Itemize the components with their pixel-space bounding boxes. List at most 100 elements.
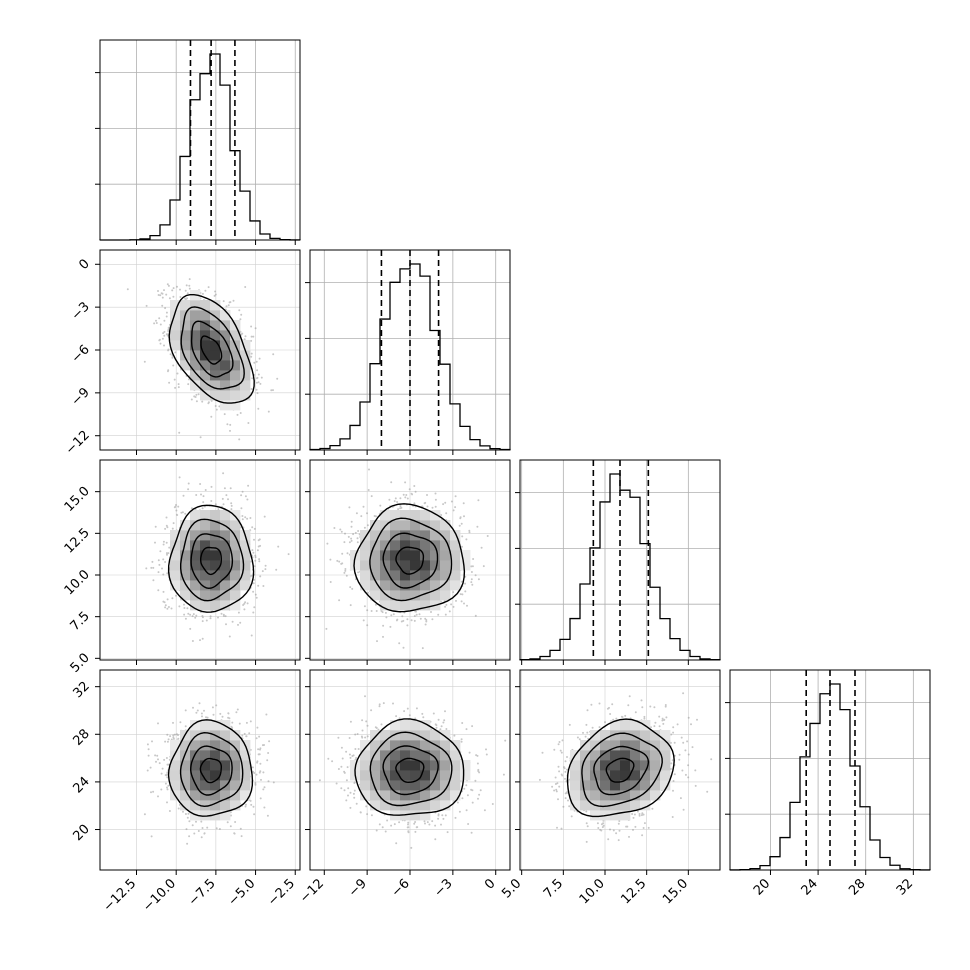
contour-line — [369, 731, 453, 807]
density-cell — [410, 720, 421, 731]
density-cell — [650, 770, 661, 781]
density-cell — [400, 790, 411, 801]
density-cell — [450, 540, 461, 551]
density-cell — [200, 750, 211, 761]
density-cell — [370, 570, 381, 581]
density-cell — [390, 560, 401, 571]
density-cell — [440, 790, 451, 801]
density-cell — [240, 550, 251, 561]
density-cell — [200, 340, 211, 351]
contour-line — [189, 745, 233, 796]
density-cell — [220, 770, 231, 781]
density-cell — [200, 760, 211, 771]
density-cell — [440, 590, 451, 601]
density-cell — [220, 570, 231, 581]
density-cell — [380, 590, 391, 601]
density-cell — [200, 560, 211, 571]
density-cell — [630, 750, 641, 761]
density-cell — [220, 760, 231, 771]
x-tick-label: −9 — [346, 876, 370, 900]
density-cell — [570, 760, 581, 771]
density-cell — [400, 780, 411, 791]
contour-line — [199, 757, 222, 784]
panel-frame — [99, 39, 301, 241]
density-cell — [650, 730, 661, 741]
panel-frame — [99, 669, 301, 871]
panel-frame — [519, 459, 721, 661]
density-cell — [200, 720, 211, 731]
density-region — [310, 670, 510, 870]
density-cell — [610, 750, 621, 761]
density-cell — [170, 760, 181, 771]
x-tick-label: 12.5 — [618, 876, 649, 907]
density-cell — [360, 540, 371, 551]
histogram-step — [309, 263, 511, 451]
density-cell — [180, 570, 191, 581]
density-cell — [230, 760, 241, 771]
density-cell — [210, 560, 221, 571]
density-cell — [370, 740, 381, 751]
density-cell — [200, 390, 211, 401]
contour-line — [605, 757, 635, 783]
density-cell — [210, 570, 221, 581]
contour-line — [190, 533, 234, 590]
y-tick-label: −9 — [69, 385, 93, 409]
density-cell — [240, 580, 251, 591]
density-cell — [190, 790, 201, 801]
density-cell — [370, 560, 381, 571]
density-cell — [220, 380, 231, 391]
density-cell — [180, 800, 191, 811]
density-cell — [370, 760, 381, 771]
contour-line — [190, 320, 234, 378]
density-cell — [220, 310, 231, 321]
density-cell — [190, 310, 201, 321]
density-cell — [170, 750, 181, 761]
density-cell — [230, 590, 241, 601]
density-cell — [410, 800, 421, 811]
density-region — [100, 250, 300, 450]
x-tick-label: 0 — [482, 876, 498, 892]
density-cell — [220, 400, 231, 411]
density-cell — [220, 740, 231, 751]
density-cell — [430, 560, 441, 571]
density-cell — [230, 770, 241, 781]
panel-3-2: 5.0 7.5 10.0 12.5 15.0 — [499, 669, 721, 907]
x-tick-label: 7.5 — [541, 876, 566, 901]
density-cell — [590, 790, 601, 801]
density-cell — [430, 770, 441, 781]
density-cell — [370, 520, 381, 531]
density-cell — [190, 330, 201, 341]
density-cell — [660, 760, 671, 771]
density-cell — [400, 590, 411, 601]
density-cell — [230, 370, 241, 381]
density-cell — [210, 740, 221, 751]
density-cell — [200, 770, 211, 781]
density-cell — [210, 600, 221, 611]
density-cell — [400, 520, 411, 531]
density-cell — [660, 730, 671, 741]
density-cell — [420, 560, 431, 571]
x-tick-label: −10.0 — [140, 876, 179, 915]
contour-line — [180, 518, 245, 602]
x-tick-label: −3 — [432, 876, 456, 900]
density-cell — [400, 740, 411, 751]
density-cell — [390, 720, 401, 731]
density-cell — [590, 730, 601, 741]
y-tick-label: 10.0 — [62, 567, 93, 598]
density-cell — [210, 760, 221, 771]
density-cell — [430, 550, 441, 561]
density-cell — [230, 560, 241, 571]
density-cell — [180, 740, 191, 751]
density-cell — [600, 770, 611, 781]
y-tick-label: 12.5 — [62, 526, 93, 557]
density-cell — [360, 740, 371, 751]
density-cell — [640, 780, 651, 791]
density-cell — [230, 520, 241, 531]
density-cell — [370, 550, 381, 561]
density-cell — [600, 790, 611, 801]
density-cell — [590, 780, 601, 791]
density-cell — [370, 530, 381, 541]
contour-line — [200, 546, 222, 576]
x-tick-label: −2.5 — [265, 876, 298, 909]
y-tick-label: 20 — [71, 822, 93, 844]
